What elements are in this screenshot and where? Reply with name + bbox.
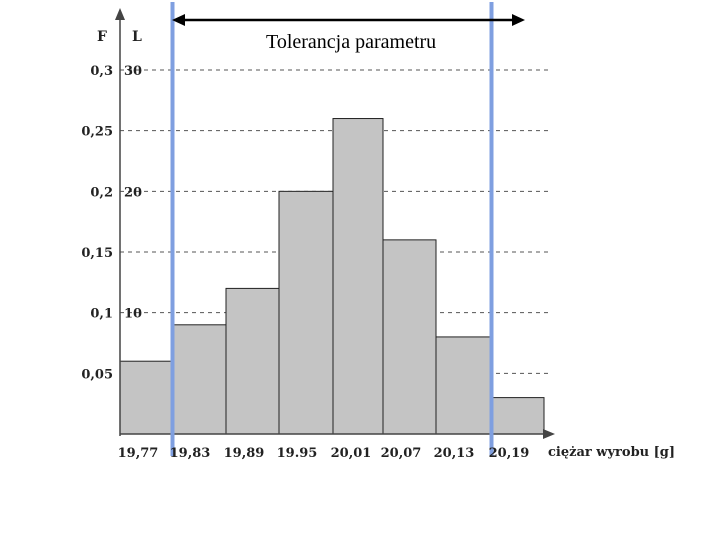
- x-tick-label: 19,89: [224, 446, 265, 461]
- tick-labels: 0,05 0,1 0,15 0,2 0,25 0,3 10 20 30 19,77 19,83 19,…: [81, 64, 529, 461]
- bar-20,01: [332, 118, 384, 435]
- axes: [115, 8, 555, 439]
- l-tick-label: 20: [124, 185, 142, 200]
- y-axis-label-f: F: [97, 29, 107, 45]
- f-tick-label: 0,2: [90, 185, 113, 200]
- bar-19,89: [225, 287, 280, 435]
- f-tick-label: 0,15: [81, 246, 113, 261]
- l-tick-label: 30: [124, 64, 142, 79]
- f-tick-label: 0,25: [81, 125, 113, 140]
- bars: [119, 118, 545, 435]
- x-tick-label: 20,01: [331, 446, 372, 461]
- bar-19,77: [119, 360, 173, 435]
- bar-19,83: [171, 324, 227, 435]
- tolerance-lines: [170, 2, 494, 456]
- y-axis-label-l: L: [132, 29, 142, 45]
- bar-20,13: [435, 336, 492, 435]
- x-tick-label: 19,83: [170, 446, 211, 461]
- f-tick-label: 0,05: [81, 367, 113, 382]
- chart-title: Tolerancja parametru: [266, 31, 436, 53]
- tolerance-arrow-right-icon: [512, 14, 525, 26]
- l-tick-label: 10: [124, 307, 142, 322]
- tolerance-arrow-left-icon: [172, 14, 185, 26]
- y-axis-arrow: [115, 8, 125, 20]
- bar-20,07: [382, 239, 437, 435]
- x-tick-label: 19,77: [118, 446, 159, 461]
- bar-20,19: [490, 397, 545, 435]
- x-axis-arrow: [543, 429, 555, 439]
- x-tick-label: 20,07: [381, 446, 422, 461]
- x-tick-label: 20,13: [434, 446, 475, 461]
- f-tick-label: 0,1: [90, 307, 113, 322]
- x-tick-label: 19.95: [277, 446, 318, 461]
- x-tick-label: 20,19: [489, 446, 530, 461]
- f-tick-label: 0,3: [90, 64, 113, 79]
- bar-19.95: [278, 190, 334, 435]
- x-axis-label: ciężar wyrobu [g]: [548, 445, 675, 460]
